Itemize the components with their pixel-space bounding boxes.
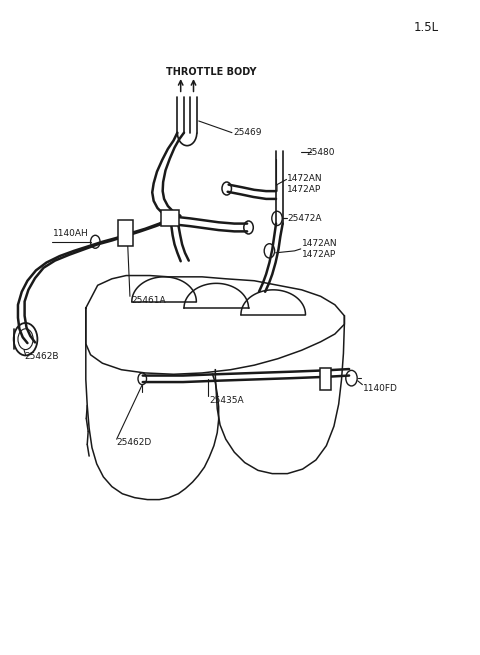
Text: THROTTLE BODY: THROTTLE BODY: [166, 67, 257, 77]
Text: 1140AH: 1140AH: [53, 229, 88, 238]
Text: 1472AP: 1472AP: [288, 185, 322, 195]
Text: 25472A: 25472A: [288, 214, 322, 223]
Text: 1472AN: 1472AN: [301, 238, 337, 248]
Text: 25435A: 25435A: [209, 396, 244, 405]
Text: 25480: 25480: [306, 147, 335, 157]
FancyBboxPatch shape: [161, 210, 179, 225]
Text: 1472AP: 1472AP: [301, 250, 336, 259]
Text: 1140FD: 1140FD: [363, 384, 398, 393]
Text: 25462D: 25462D: [117, 438, 152, 447]
Text: 1.5L: 1.5L: [414, 21, 439, 34]
FancyBboxPatch shape: [118, 220, 133, 246]
Text: 25462B: 25462B: [24, 352, 59, 361]
Text: 1472AN: 1472AN: [288, 174, 323, 183]
Text: 25461A: 25461A: [131, 295, 166, 305]
FancyBboxPatch shape: [320, 368, 331, 390]
Text: 25469: 25469: [233, 128, 262, 137]
